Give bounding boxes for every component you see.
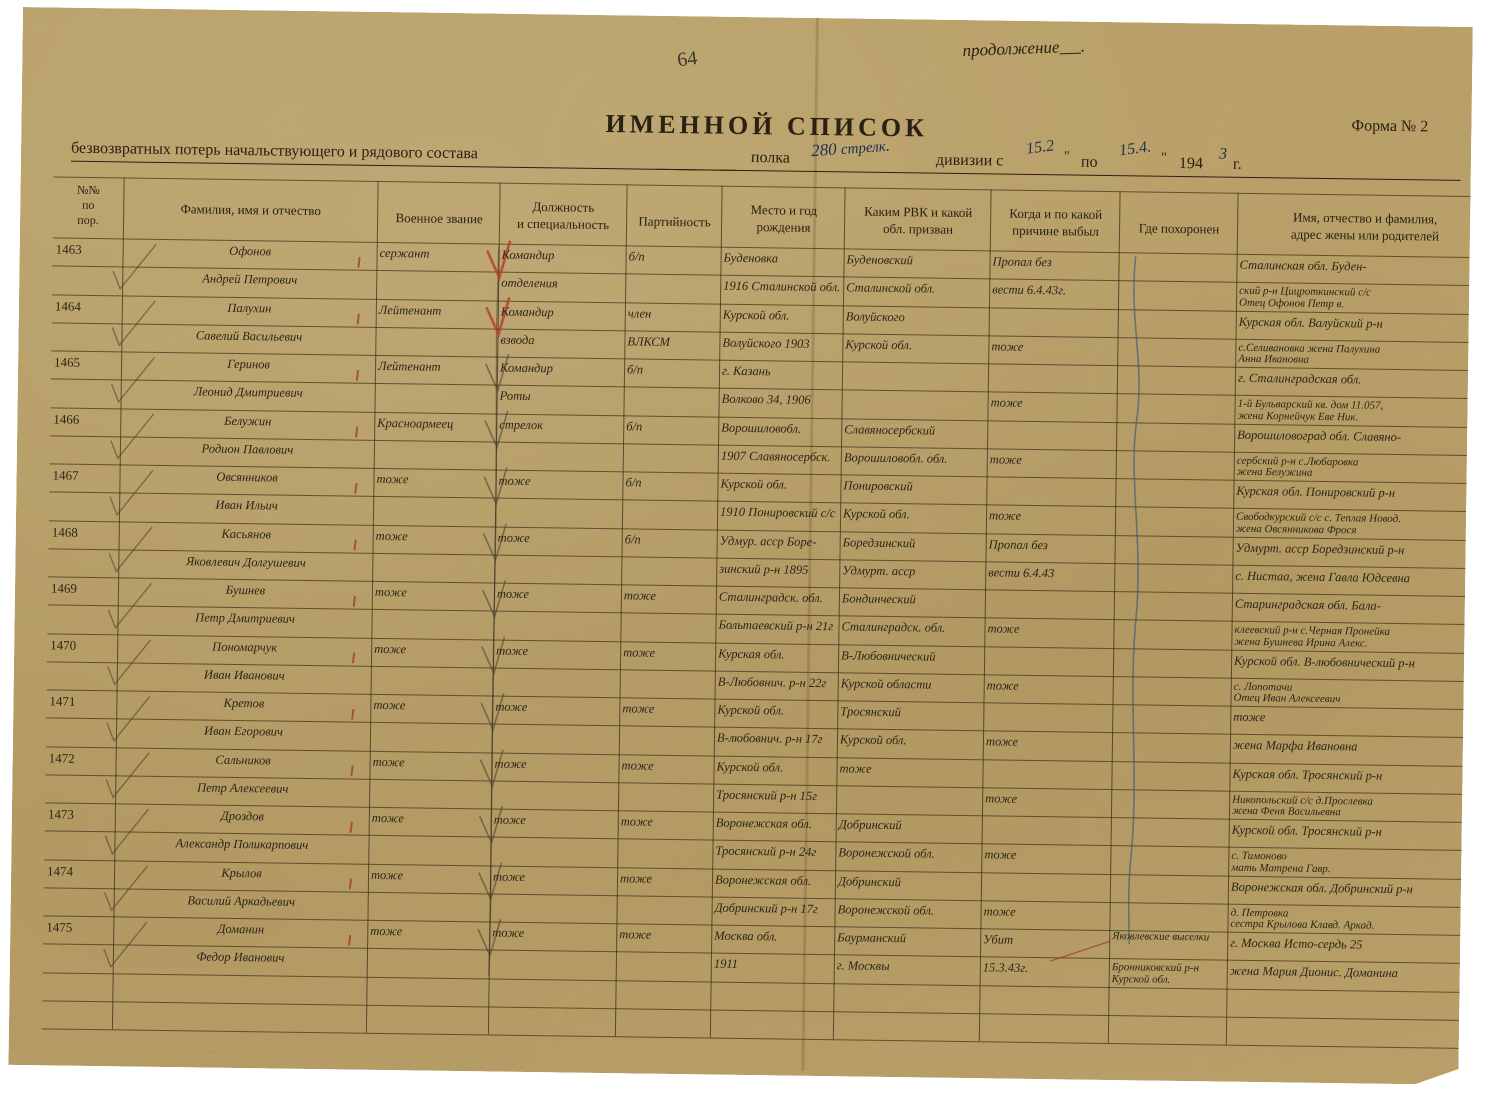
svg-text:ЦАМО МО РФ: ЦАМО МО РФ	[8, 7, 79, 58]
svg-text:ПАМЯТЬ НАРОДА: ПАМЯТЬ НАРОДА	[179, 966, 297, 1080]
svg-text:ЦАМО МО РФ: ЦАМО МО РФ	[1308, 7, 1400, 76]
svg-text:ПАМЯТЬ НАРОДА: ПАМЯТЬ НАРОДА	[1169, 980, 1287, 1080]
svg-text:ЦАМО МО РФ: ЦАМО МО РФ	[635, 908, 727, 987]
svg-text:ЦАМО МО РФ: ЦАМО МО РФ	[318, 7, 410, 62]
svg-text:ПАМЯТЬ НАРОДА: ПАМЯТЬ НАРОДА	[509, 971, 627, 1080]
svg-text:ЦАМО МО РФ: ЦАМО МО РФ	[8, 899, 66, 978]
svg-text:ПАМЯТЬ НАРОДА: ПАМЯТЬ НАРОДА	[515, 511, 633, 634]
svg-text:ПАМЯТЬ НАРОДА: ПАМЯТЬ НАРОДА	[839, 975, 957, 1080]
svg-text:ЦАМО МО РФ: ЦАМО МО РФ	[305, 903, 397, 982]
